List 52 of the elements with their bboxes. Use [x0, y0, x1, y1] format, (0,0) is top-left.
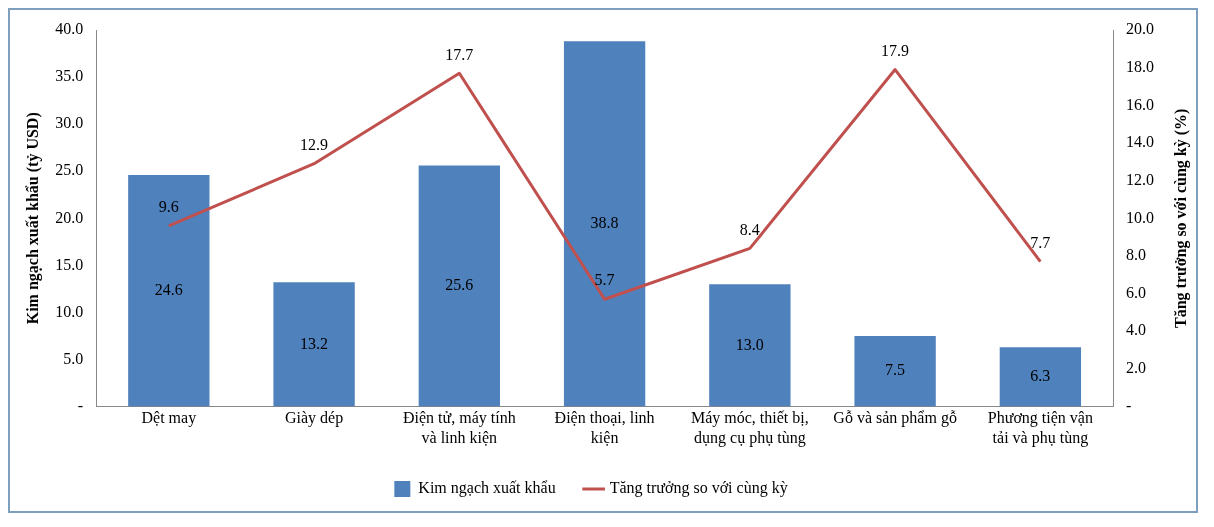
data-label: 9.6: [158, 198, 179, 216]
bar: [999, 347, 1082, 407]
y2-tick-label: 6.0: [1126, 283, 1146, 301]
y2-tick-label: 12.0: [1126, 170, 1154, 188]
y2-tick-label: 16.0: [1126, 95, 1154, 113]
data-label: 12.9: [300, 135, 329, 153]
legend-label: Kim ngạch xuất khẩu: [418, 479, 556, 498]
y-tick-label: 25.0: [55, 161, 84, 179]
y2-tick-label: 4.0: [1126, 321, 1146, 339]
data-label: 5.7: [594, 271, 615, 289]
bar: [418, 165, 501, 407]
x-tick-label: Gỗ và sản phẩm gỗ: [833, 409, 957, 428]
data-label: 7.5: [885, 361, 906, 379]
x-tick-label: Điện thoại, linh kiện: [554, 409, 655, 446]
y-axis-title: Kim ngạch xuất khẩu (tỷ USD): [23, 112, 42, 325]
bar: [854, 335, 936, 407]
bar: [128, 174, 210, 407]
data-label: 17.9: [881, 41, 910, 59]
x-tick-label: Máy móc, thiết bị, dụng cụ phụ tùng: [690, 409, 809, 447]
y-tick-label: 10.0: [55, 302, 84, 320]
y-tick-label: 30.0: [55, 114, 84, 132]
x-tick-label: Giày dép: [284, 409, 344, 428]
data-label: 13.0: [735, 335, 764, 353]
y2-tick-label: 20.0: [1126, 20, 1154, 38]
x-tick-label: Phương tiện vận tải và phụ tùng: [987, 409, 1093, 447]
bar: [563, 41, 646, 407]
data-label: 8.4: [739, 220, 760, 238]
x-tick-label: Điện tử, máy tính và linh kiện: [403, 409, 516, 446]
y-tick-label: 40.0: [55, 20, 84, 38]
y-tick-label: 35.0: [55, 67, 84, 85]
bar: [709, 284, 791, 407]
y2-tick-label: 18.0: [1126, 57, 1154, 75]
data-label: 38.8: [590, 214, 619, 232]
y2-tick-label: 2.0: [1126, 359, 1146, 377]
y2-tick-label: 8.0: [1126, 246, 1146, 264]
data-label: 24.6: [154, 281, 183, 298]
data-label: 6.3: [1030, 367, 1051, 385]
y-tick-label: 20.0: [55, 208, 84, 226]
y-tick-label: 5.0: [63, 349, 84, 367]
data-label: 25.6: [445, 276, 474, 294]
bar: [273, 282, 355, 407]
y2-tick-label: 14.0: [1126, 133, 1154, 151]
y-tick-label: -: [77, 396, 84, 414]
y-tick-label: 15.0: [55, 255, 84, 273]
y2-tick-label: 10.0: [1126, 208, 1154, 226]
data-label: 13.2: [300, 334, 329, 352]
x-tick-label: Dệt may: [141, 409, 197, 428]
legend-label: Tăng trưởng so với cùng kỳ: [609, 479, 788, 498]
y2-tick-label: -: [1126, 396, 1132, 414]
data-label: 17.7: [445, 45, 474, 63]
y2-axis-title: Tăng trưởng so với cùng kỳ (%): [1172, 108, 1191, 328]
data-label: 7.7: [1030, 233, 1051, 251]
